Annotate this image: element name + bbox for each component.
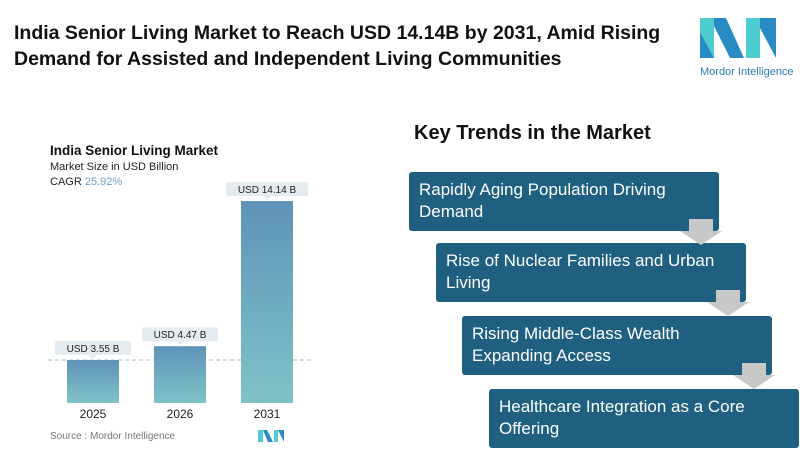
trend-box: Rising Middle-Class Wealth Expanding Acc… (462, 316, 772, 375)
x-tick-label: 2025 (80, 407, 107, 421)
data-label-pointer (176, 341, 184, 346)
data-label: USD 14.14 B (238, 185, 297, 196)
logo-mark-icon (700, 18, 776, 58)
bar-2025 (67, 360, 119, 403)
source-text: Source : Mordor Intelligence (50, 431, 176, 442)
trend-box: Healthcare Integration as a Core Offerin… (489, 389, 799, 448)
source-logo-icon (258, 430, 284, 442)
data-label-pointer (263, 196, 271, 201)
data-label-bg (225, 182, 309, 197)
trend-box: Rapidly Aging Population Driving Demand (409, 172, 719, 231)
x-tick-label: 2026 (167, 407, 194, 421)
mordor-logo: Mordor Intelligence (700, 18, 794, 78)
down-arrow-icon (707, 290, 749, 316)
cagr: CAGR 25.92% (50, 176, 122, 188)
down-arrow-icon (733, 363, 775, 389)
logo-text: Mordor Intelligence (700, 66, 794, 78)
cagr-value: 25.92% (84, 176, 123, 188)
data-label: USD 3.55 B (67, 344, 120, 355)
data-label: USD 4.47 B (154, 330, 207, 341)
bar-2031 (241, 201, 293, 403)
chart-title: India Senior Living Market (50, 143, 219, 158)
data-label-bg (142, 327, 218, 342)
x-tick-label: 2031 (254, 407, 281, 421)
data-label-pointer (89, 355, 97, 360)
trends-title: Key Trends in the Market (414, 122, 651, 144)
page-title: India Senior Living Market to Reach USD … (14, 22, 661, 70)
data-label-bg (55, 341, 131, 356)
cagr-label: CAGR (50, 176, 82, 188)
chart-subtitle: Market Size in USD Billion (50, 161, 179, 173)
down-arrow-icon (680, 219, 722, 245)
bar-chart: USD 3.55 B 2025 USD 4.47 B 2026 USD 14.14 B 2… (48, 182, 314, 421)
trend-box: Rise of Nuclear Families and Urban Livin… (436, 243, 746, 302)
bar-2026 (154, 346, 206, 403)
